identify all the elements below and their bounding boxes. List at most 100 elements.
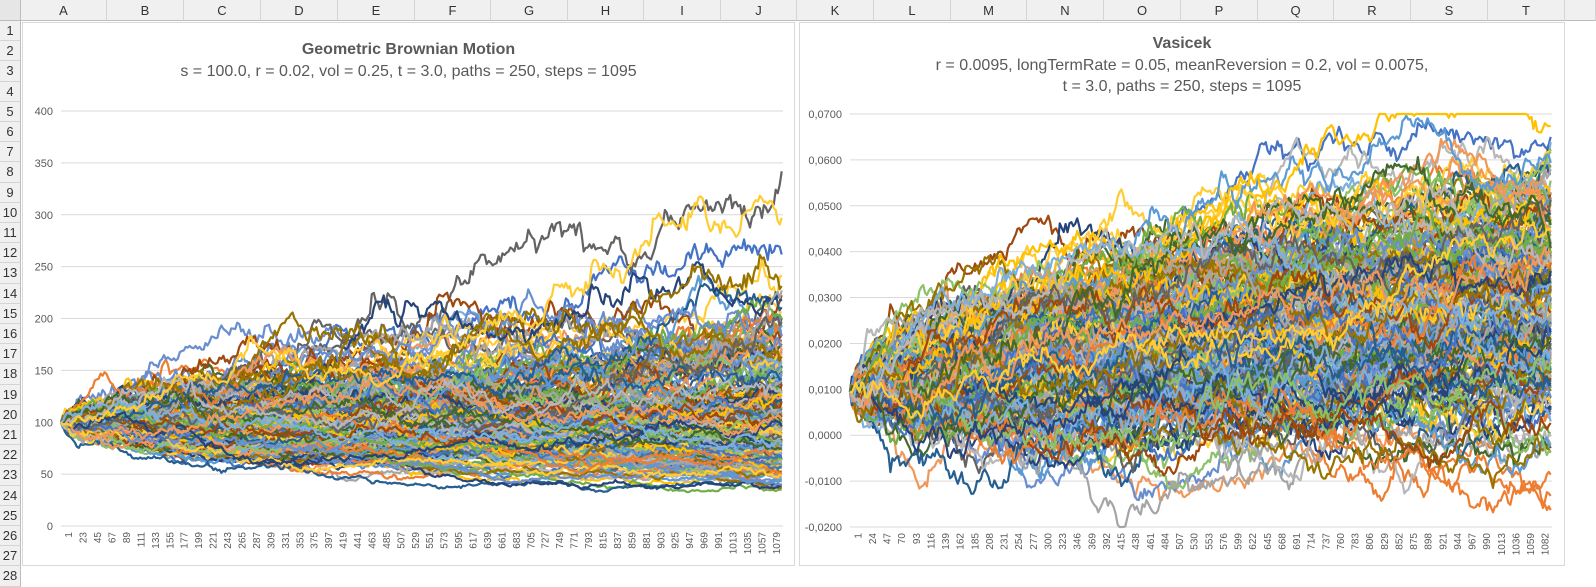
row-header-20[interactable]: 20 xyxy=(0,404,21,425)
y-tick-label: -0,0100 xyxy=(805,476,842,488)
column-header-M[interactable]: M xyxy=(951,0,1027,21)
column-header-G[interactable]: G xyxy=(491,0,568,21)
column-header-L[interactable]: L xyxy=(874,0,951,21)
x-tick-label: 177 xyxy=(180,532,191,549)
row-header-4[interactable]: 4 xyxy=(0,81,21,102)
x-tick-label: 24 xyxy=(868,533,879,545)
column-header-T[interactable]: T xyxy=(1488,0,1565,21)
row-header-13[interactable]: 13 xyxy=(0,263,21,284)
vasicek-chart-title: Vasicek xyxy=(1152,35,1212,52)
x-tick-label: 573 xyxy=(440,532,451,549)
x-tick-label: 208 xyxy=(985,533,996,550)
series-path-238 xyxy=(849,112,1551,397)
column-header-J[interactable]: J xyxy=(721,0,797,21)
row-header-17[interactable]: 17 xyxy=(0,344,21,365)
vasicek-chart-subtitle-line1: r = 0.0095, longTermRate = 0.05, meanRev… xyxy=(935,57,1429,74)
x-tick-label: 925 xyxy=(671,532,682,549)
x-tick-label: 139 xyxy=(941,533,952,550)
y-tick-label: 0,0000 xyxy=(808,430,842,442)
column-header-S[interactable]: S xyxy=(1411,0,1488,21)
y-tick-label: 300 xyxy=(35,210,53,222)
column-header-P[interactable]: P xyxy=(1181,0,1258,21)
x-tick-label: 760 xyxy=(1336,533,1347,550)
x-tick-label: 392 xyxy=(1102,533,1113,550)
column-header-O[interactable]: O xyxy=(1104,0,1181,21)
x-tick-label: 691 xyxy=(1292,533,1303,550)
x-tick-label: 485 xyxy=(382,532,393,549)
row-header-2[interactable]: 2 xyxy=(0,41,21,62)
y-tick-label: 0 xyxy=(47,521,53,533)
series-path-247 xyxy=(848,211,1552,403)
row-header-11[interactable]: 11 xyxy=(0,223,21,244)
x-tick-label: 287 xyxy=(252,532,263,549)
y-tick-label: 350 xyxy=(35,158,53,170)
column-header-R[interactable]: R xyxy=(1334,0,1411,21)
row-header-9[interactable]: 9 xyxy=(0,182,21,203)
series-path-246 xyxy=(60,390,782,451)
row-header-10[interactable]: 10 xyxy=(0,202,21,223)
gbm-chart[interactable]: Geometric Brownian Motion s = 100.0, r =… xyxy=(22,22,795,566)
row-header-24[interactable]: 24 xyxy=(0,485,21,506)
y-tick-label: 0,0600 xyxy=(808,155,842,167)
x-tick-label: 837 xyxy=(613,532,624,549)
row-header-26[interactable]: 26 xyxy=(0,526,21,547)
row-header-21[interactable]: 21 xyxy=(0,425,21,446)
column-header-N[interactable]: N xyxy=(1027,0,1104,21)
row-header-27[interactable]: 27 xyxy=(0,546,21,567)
x-tick-label: 231 xyxy=(1000,533,1011,550)
series-path-241 xyxy=(60,346,782,424)
column-header-F[interactable]: F xyxy=(415,0,491,21)
row-header-19[interactable]: 19 xyxy=(0,384,21,405)
row-header-1[interactable]: 1 xyxy=(0,21,21,42)
row-header-3[interactable]: 3 xyxy=(0,61,21,82)
column-header-B[interactable]: B xyxy=(107,0,184,21)
row-header-5[interactable]: 5 xyxy=(0,101,21,122)
column-header-I[interactable]: I xyxy=(644,0,721,21)
x-tick-label: 155 xyxy=(165,532,176,549)
x-tick-label: 622 xyxy=(1248,533,1259,550)
series-path-241 xyxy=(849,289,1552,426)
column-header-H[interactable]: H xyxy=(568,0,644,21)
row-header-23[interactable]: 23 xyxy=(0,465,21,486)
column-header-K[interactable]: K xyxy=(797,0,874,21)
gbm-chart-title-block: Geometric Brownian Motion s = 100.0, r =… xyxy=(23,41,794,81)
column-header-C[interactable]: C xyxy=(184,0,261,21)
row-header-28[interactable]: 28 xyxy=(0,566,21,587)
y-tick-label: 0,0300 xyxy=(808,293,842,305)
column-header-E[interactable]: E xyxy=(338,0,415,21)
row-header-14[interactable]: 14 xyxy=(0,283,21,304)
column-header-Q[interactable]: Q xyxy=(1258,0,1334,21)
series-path-244 xyxy=(60,253,783,424)
y-tick-label: 0,0700 xyxy=(808,109,842,121)
y-tick-label: 150 xyxy=(35,365,53,377)
x-tick-label: 323 xyxy=(1058,533,1069,550)
series-path-245 xyxy=(849,252,1552,460)
x-tick-label: 639 xyxy=(483,532,494,549)
column-header-A[interactable]: A xyxy=(21,0,107,21)
vasicek-chart[interactable]: Vasicek r = 0.0095, longTermRate = 0.05,… xyxy=(799,22,1565,566)
row-header-12[interactable]: 12 xyxy=(0,243,21,264)
x-tick-label: 415 xyxy=(1117,533,1128,550)
row-header-7[interactable]: 7 xyxy=(0,142,21,163)
x-tick-label: 111 xyxy=(136,532,147,548)
x-tick-label: 199 xyxy=(194,532,205,549)
row-header-16[interactable]: 16 xyxy=(0,324,21,345)
row-header-25[interactable]: 25 xyxy=(0,505,21,526)
x-tick-label: 683 xyxy=(512,532,523,549)
select-all-corner[interactable] xyxy=(0,0,21,21)
series-path-235 xyxy=(848,114,1552,392)
x-tick-label: 300 xyxy=(1043,533,1054,550)
row-header-8[interactable]: 8 xyxy=(0,162,21,183)
column-header-D[interactable]: D xyxy=(261,0,338,21)
x-tick-label: 353 xyxy=(295,532,306,549)
x-tick-label: 309 xyxy=(266,532,277,549)
row-header-18[interactable]: 18 xyxy=(0,364,21,385)
x-tick-label: 116 xyxy=(926,533,937,549)
x-tick-label: 441 xyxy=(353,532,364,549)
row-header-22[interactable]: 22 xyxy=(0,445,21,466)
row-header-6[interactable]: 6 xyxy=(0,122,21,143)
row-header-15[interactable]: 15 xyxy=(0,303,21,324)
series-path-248 xyxy=(848,246,1551,412)
series-path-250 xyxy=(849,221,1552,420)
y-tick-label: 0,0400 xyxy=(808,247,842,259)
